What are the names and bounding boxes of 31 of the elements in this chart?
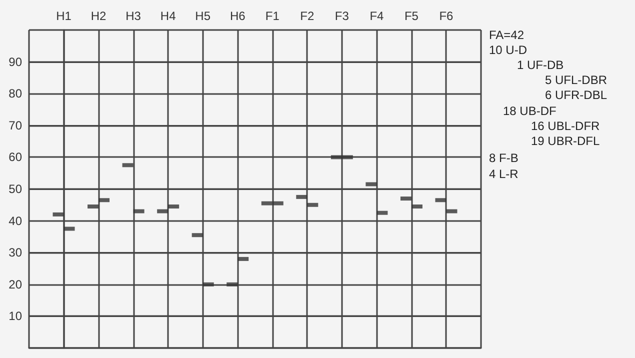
y-tick-label: 50 bbox=[8, 182, 22, 196]
text: 1 UF-DB bbox=[517, 58, 564, 72]
y-tick-label: 70 bbox=[8, 118, 22, 132]
x-tick-label: F4 bbox=[370, 9, 384, 23]
y-tick-label: 20 bbox=[8, 277, 22, 292]
x-tick-label: H6 bbox=[230, 9, 246, 23]
y-tick-label: 30 bbox=[8, 246, 22, 260]
text: 10 U-D bbox=[489, 43, 528, 57]
text: 6 UFR-DBL bbox=[545, 88, 608, 102]
x-tick-label: H1 bbox=[56, 9, 72, 23]
y-tick-label: 10 bbox=[8, 309, 22, 324]
text: 8 F-B bbox=[489, 151, 518, 165]
y-tick-label: 80 bbox=[8, 86, 22, 101]
y-tick-label: 60 bbox=[8, 150, 22, 164]
y-tick-label: 90 bbox=[8, 54, 22, 69]
x-tick-label: H3 bbox=[126, 9, 142, 23]
x-tick-label: H5 bbox=[195, 9, 211, 23]
text: 4 L-R bbox=[489, 167, 519, 181]
y-tick-label: 40 bbox=[8, 214, 22, 228]
x-tick-label: H2 bbox=[90, 9, 107, 23]
x-tick-label: F2 bbox=[300, 9, 314, 23]
text: 16 UBL-DFR bbox=[531, 119, 600, 133]
x-tick-label: F3 bbox=[334, 9, 350, 23]
text: 18 UB-DF bbox=[503, 104, 556, 118]
x-tick-label: F6 bbox=[439, 9, 454, 23]
x-tick-label: F1 bbox=[265, 9, 280, 23]
text: 19 UBR-DFL bbox=[531, 134, 600, 148]
x-tick-label: H4 bbox=[160, 9, 176, 23]
text: 5 UFL-DBR bbox=[545, 73, 608, 87]
x-tick-label: F5 bbox=[404, 9, 419, 23]
text: FA=42 bbox=[489, 28, 524, 42]
